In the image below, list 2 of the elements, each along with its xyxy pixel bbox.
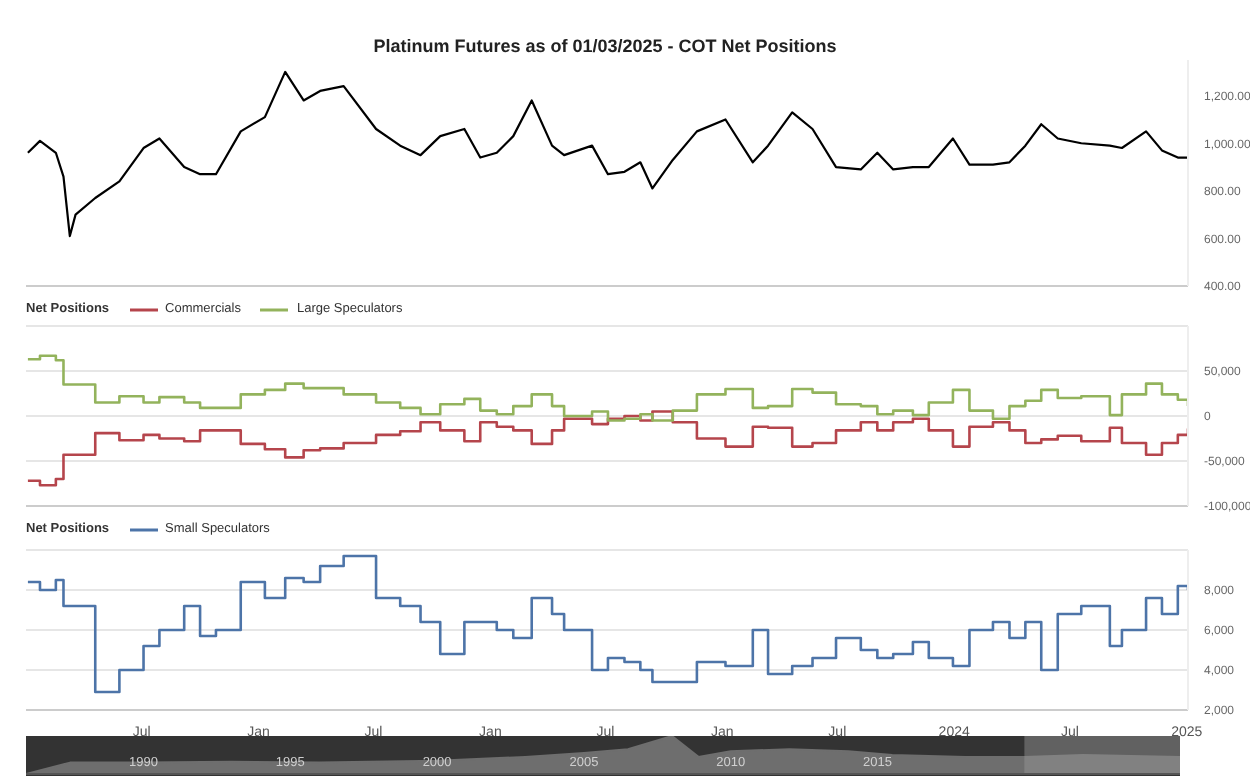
chart-title: Platinum Futures as of 01/03/2025 - COT Net Positions (371, 36, 839, 56)
line-series (26, 70, 1188, 238)
